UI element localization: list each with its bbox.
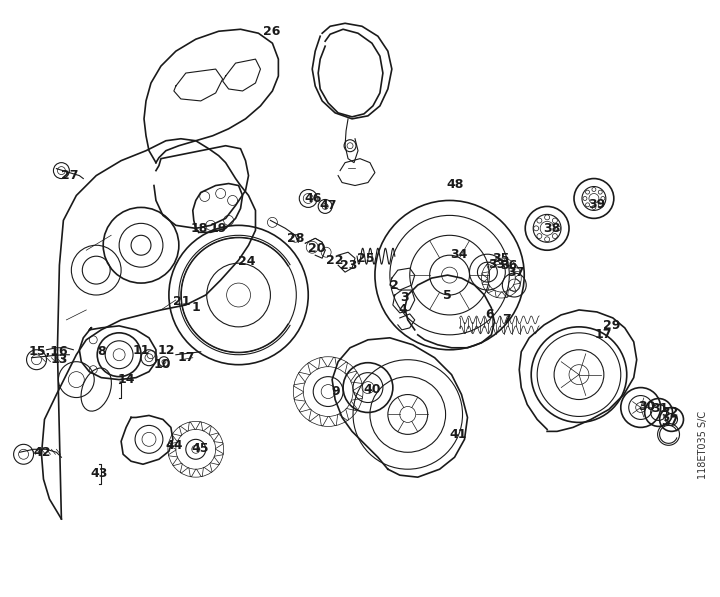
Text: 8: 8 [97, 345, 106, 358]
Text: 7: 7 [502, 313, 510, 327]
Text: 118ET035 S/C: 118ET035 S/C [698, 411, 708, 479]
Text: 17: 17 [178, 351, 196, 364]
Text: 41: 41 [450, 428, 467, 441]
Text: 18: 18 [190, 222, 207, 235]
Text: 45: 45 [191, 442, 209, 455]
Text: 39: 39 [588, 198, 606, 211]
Text: 17: 17 [594, 328, 611, 341]
Text: 21: 21 [173, 296, 191, 309]
Text: 37: 37 [508, 266, 525, 279]
Text: 26: 26 [263, 24, 280, 38]
Text: 4: 4 [398, 303, 408, 316]
Text: 30: 30 [638, 400, 655, 413]
Text: 35: 35 [492, 252, 510, 264]
Text: 43: 43 [91, 467, 108, 479]
Text: 38: 38 [544, 222, 561, 235]
Text: 15,16: 15,16 [29, 345, 68, 358]
Text: 32: 32 [661, 406, 678, 419]
Text: 1: 1 [192, 301, 200, 315]
Text: 5: 5 [444, 288, 452, 301]
Text: 28: 28 [287, 232, 304, 245]
Text: 3: 3 [400, 291, 409, 303]
Text: 6: 6 [485, 309, 494, 321]
Text: 46: 46 [305, 192, 322, 205]
Text: 14: 14 [117, 373, 135, 386]
Text: 34: 34 [450, 248, 467, 261]
Text: 25: 25 [357, 252, 374, 264]
Text: 19: 19 [210, 222, 228, 235]
Text: 48: 48 [447, 178, 464, 191]
Text: 9: 9 [332, 385, 341, 398]
Text: 31: 31 [651, 402, 668, 415]
Text: 33: 33 [487, 258, 505, 270]
Text: 11: 11 [132, 344, 150, 357]
Text: 10: 10 [153, 358, 171, 371]
Text: 44: 44 [165, 439, 183, 452]
Text: 23: 23 [341, 259, 358, 272]
Text: 36: 36 [500, 259, 518, 272]
Text: 13: 13 [50, 353, 68, 366]
Text: 47: 47 [320, 199, 337, 212]
Text: 12: 12 [157, 344, 175, 357]
Text: 20: 20 [308, 242, 326, 255]
Text: 42: 42 [34, 446, 51, 458]
Text: 2: 2 [390, 279, 399, 291]
Text: 29: 29 [603, 319, 621, 333]
Text: 37: 37 [661, 415, 678, 428]
Text: 24: 24 [238, 255, 256, 267]
Text: 40: 40 [363, 383, 381, 396]
Text: 22: 22 [326, 254, 344, 267]
Text: 27: 27 [60, 169, 78, 182]
